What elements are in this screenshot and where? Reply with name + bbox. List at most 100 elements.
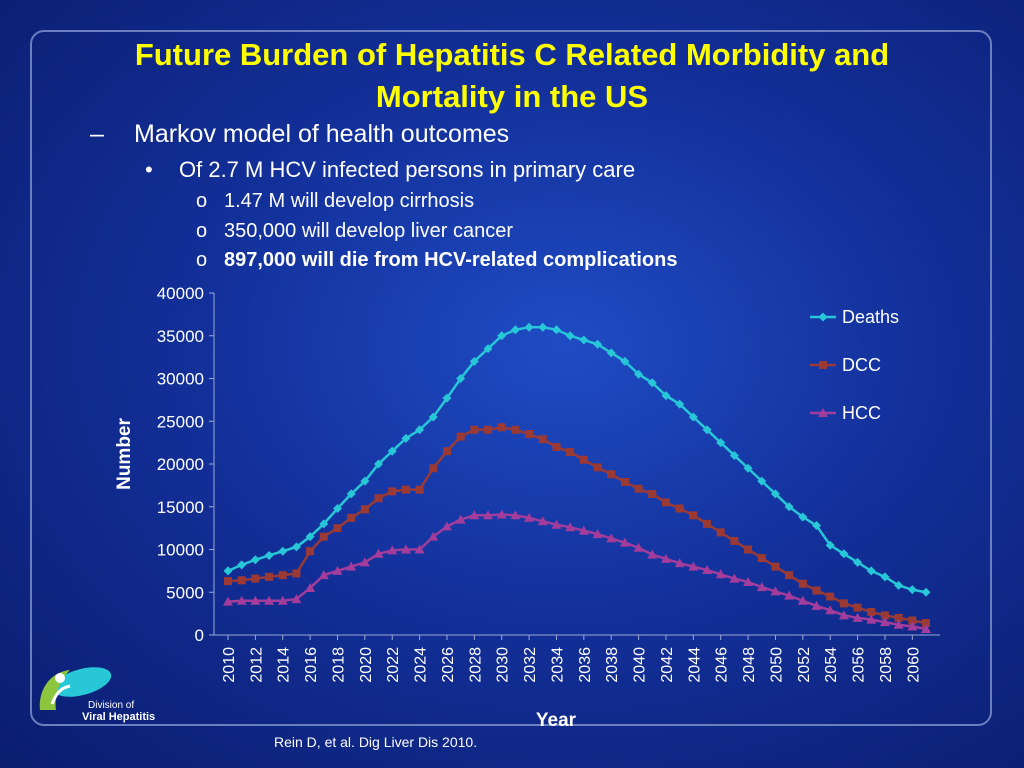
data-point-dcc <box>360 505 369 514</box>
data-point-deaths <box>538 322 548 332</box>
sub-bullet: o 350,000 will develop liver cancer <box>196 220 513 243</box>
data-point-hcc <box>729 573 740 583</box>
data-point-hcc <box>852 612 863 622</box>
logo-text-division: Division of <box>88 700 135 711</box>
data-point-dcc <box>607 470 616 479</box>
data-point-dcc <box>826 592 835 601</box>
data-point-hcc <box>784 590 795 600</box>
data-point-deaths <box>510 325 520 335</box>
x-tick-label: 2028 <box>467 647 484 683</box>
data-point-dcc <box>744 545 753 554</box>
data-point-deaths <box>469 356 479 366</box>
circle-marker: o <box>196 249 208 271</box>
data-point-deaths <box>264 550 274 560</box>
bullet-level-1: – Markov model of health outcomes <box>90 120 509 149</box>
data-point-deaths <box>250 555 260 565</box>
data-point-dcc <box>306 547 315 556</box>
data-point-hcc <box>387 545 398 555</box>
data-point-dcc <box>839 599 848 608</box>
bullet-marker: • <box>145 157 153 182</box>
sub-bullet-text: 350,000 will develop liver cancer <box>224 220 514 242</box>
data-point-deaths <box>346 489 356 499</box>
data-point-deaths <box>551 325 561 335</box>
data-point-deaths <box>579 335 589 345</box>
data-point-dcc <box>853 603 862 612</box>
data-point-hcc <box>537 516 548 526</box>
logo-text-viral-hepatitis: Viral Hepatitis <box>82 711 156 723</box>
data-point-hcc <box>496 509 507 519</box>
data-point-hcc <box>893 619 904 629</box>
y-tick-label: 30000 <box>157 370 204 389</box>
y-tick-label: 40000 <box>157 284 204 303</box>
data-point-dcc <box>689 511 698 520</box>
data-point-deaths <box>743 463 753 473</box>
data-point-dcc <box>771 562 780 571</box>
data-point-hcc <box>866 614 877 624</box>
y-axis-title: Number <box>114 418 135 490</box>
data-point-dcc <box>593 463 602 472</box>
data-point-hcc <box>565 522 576 532</box>
data-point-hcc <box>510 510 521 520</box>
data-point-deaths <box>716 438 726 448</box>
x-tick-label: 2046 <box>714 647 731 683</box>
data-point-deaths <box>702 425 712 435</box>
data-point-deaths <box>483 344 493 354</box>
x-tick-label: 2020 <box>358 647 375 683</box>
data-point-deaths <box>415 425 425 435</box>
bullet-text: Of 2.7 M HCV infected persons in primary… <box>179 157 636 182</box>
data-point-deaths <box>606 348 616 358</box>
data-point-deaths <box>798 512 808 522</box>
data-point-dcc <box>880 611 889 620</box>
data-point-deaths <box>866 566 876 576</box>
data-point-hcc <box>592 529 603 539</box>
data-point-deaths <box>332 503 342 513</box>
sub-bullet: o 1.47 M will develop cirrhosis <box>196 190 474 213</box>
data-point-dcc <box>552 442 561 451</box>
x-tick-label: 2048 <box>741 647 758 683</box>
data-point-dcc <box>292 569 301 578</box>
data-point-hcc <box>715 569 726 579</box>
data-point-dcc <box>265 572 274 581</box>
data-point-hcc <box>578 525 589 535</box>
data-point-dcc <box>757 554 766 563</box>
data-point-dcc <box>497 423 506 432</box>
x-tick-label: 2024 <box>413 647 430 683</box>
x-tick-label: 2032 <box>522 647 539 683</box>
data-point-hcc <box>619 537 630 547</box>
bullet-level-2: • Of 2.7 M HCV infected persons in primar… <box>145 157 635 183</box>
x-tick-label: 2010 <box>221 647 238 683</box>
data-point-deaths <box>880 572 890 582</box>
x-tick-label: 2042 <box>659 647 676 683</box>
data-point-dcc <box>566 448 575 457</box>
x-tick-label: 2026 <box>440 647 457 683</box>
data-point-deaths <box>647 378 657 388</box>
data-point-hcc <box>702 565 713 575</box>
x-tick-label: 2038 <box>604 647 621 683</box>
data-point-hcc <box>551 519 562 529</box>
data-point-hcc <box>838 610 849 620</box>
series-line-deaths <box>227 325 927 594</box>
data-point-deaths <box>428 412 438 422</box>
data-point-dcc <box>442 447 451 456</box>
y-tick-label: 20000 <box>157 455 204 474</box>
x-tick-label: 2058 <box>878 647 895 683</box>
data-point-dcc <box>703 519 712 528</box>
data-point-dcc <box>333 524 342 533</box>
data-point-hcc <box>921 624 931 634</box>
sub-bullet: o 897,000 will die from HCV-related compl… <box>196 249 678 272</box>
legend-marker-dcc <box>819 361 827 369</box>
data-point-deaths <box>634 369 644 379</box>
x-tick-label: 2052 <box>796 647 813 683</box>
data-point-dcc <box>484 425 493 434</box>
data-point-hcc <box>688 561 699 571</box>
data-point-dcc <box>730 536 739 545</box>
data-point-hcc <box>879 617 890 627</box>
x-tick-label: 2014 <box>276 647 293 683</box>
data-point-dcc <box>237 576 246 585</box>
data-point-deaths <box>278 546 288 556</box>
data-point-dcc <box>798 579 807 588</box>
x-tick-label: 2060 <box>905 647 922 683</box>
data-point-hcc <box>236 595 247 605</box>
data-point-deaths <box>387 446 397 456</box>
data-point-dcc <box>675 504 684 513</box>
